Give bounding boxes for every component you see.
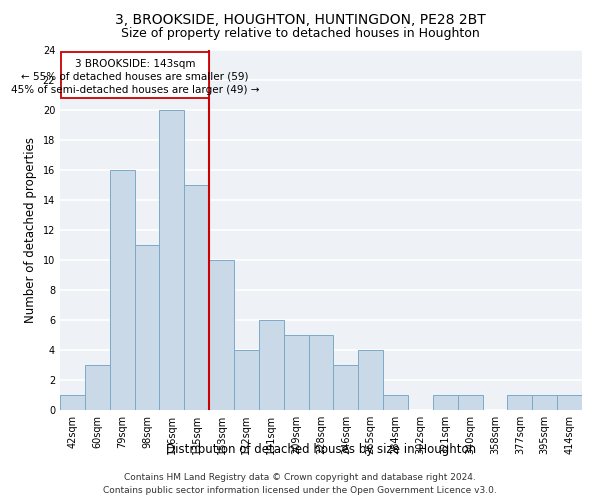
Bar [508,395,532,410]
Bar [209,260,234,410]
Bar [160,110,184,410]
Bar [85,365,110,410]
Text: Contains HM Land Registry data © Crown copyright and database right 2024.: Contains HM Land Registry data © Crown c… [124,472,476,482]
FancyBboxPatch shape [61,52,209,98]
Text: ← 55% of detached houses are smaller (59): ← 55% of detached houses are smaller (59… [21,71,248,81]
Text: 3 BROOKSIDE: 143sqm: 3 BROOKSIDE: 143sqm [74,58,195,68]
Bar [259,320,284,410]
Bar [60,395,85,410]
Bar [110,170,134,410]
Y-axis label: Number of detached properties: Number of detached properties [24,137,37,323]
Bar [284,335,308,410]
Bar [308,335,334,410]
Text: Size of property relative to detached houses in Houghton: Size of property relative to detached ho… [121,28,479,40]
Bar [358,350,383,410]
Bar [234,350,259,410]
Bar [557,395,582,410]
Bar [458,395,482,410]
Bar [383,395,408,410]
Text: 45% of semi-detached houses are larger (49) →: 45% of semi-detached houses are larger (… [11,85,259,95]
Bar [184,185,209,410]
Text: 3, BROOKSIDE, HOUGHTON, HUNTINGDON, PE28 2BT: 3, BROOKSIDE, HOUGHTON, HUNTINGDON, PE28… [115,12,485,26]
Bar [532,395,557,410]
Bar [334,365,358,410]
Bar [134,245,160,410]
Text: Distribution of detached houses by size in Houghton: Distribution of detached houses by size … [166,442,476,456]
Text: Contains public sector information licensed under the Open Government Licence v3: Contains public sector information licen… [103,486,497,495]
Bar [433,395,458,410]
